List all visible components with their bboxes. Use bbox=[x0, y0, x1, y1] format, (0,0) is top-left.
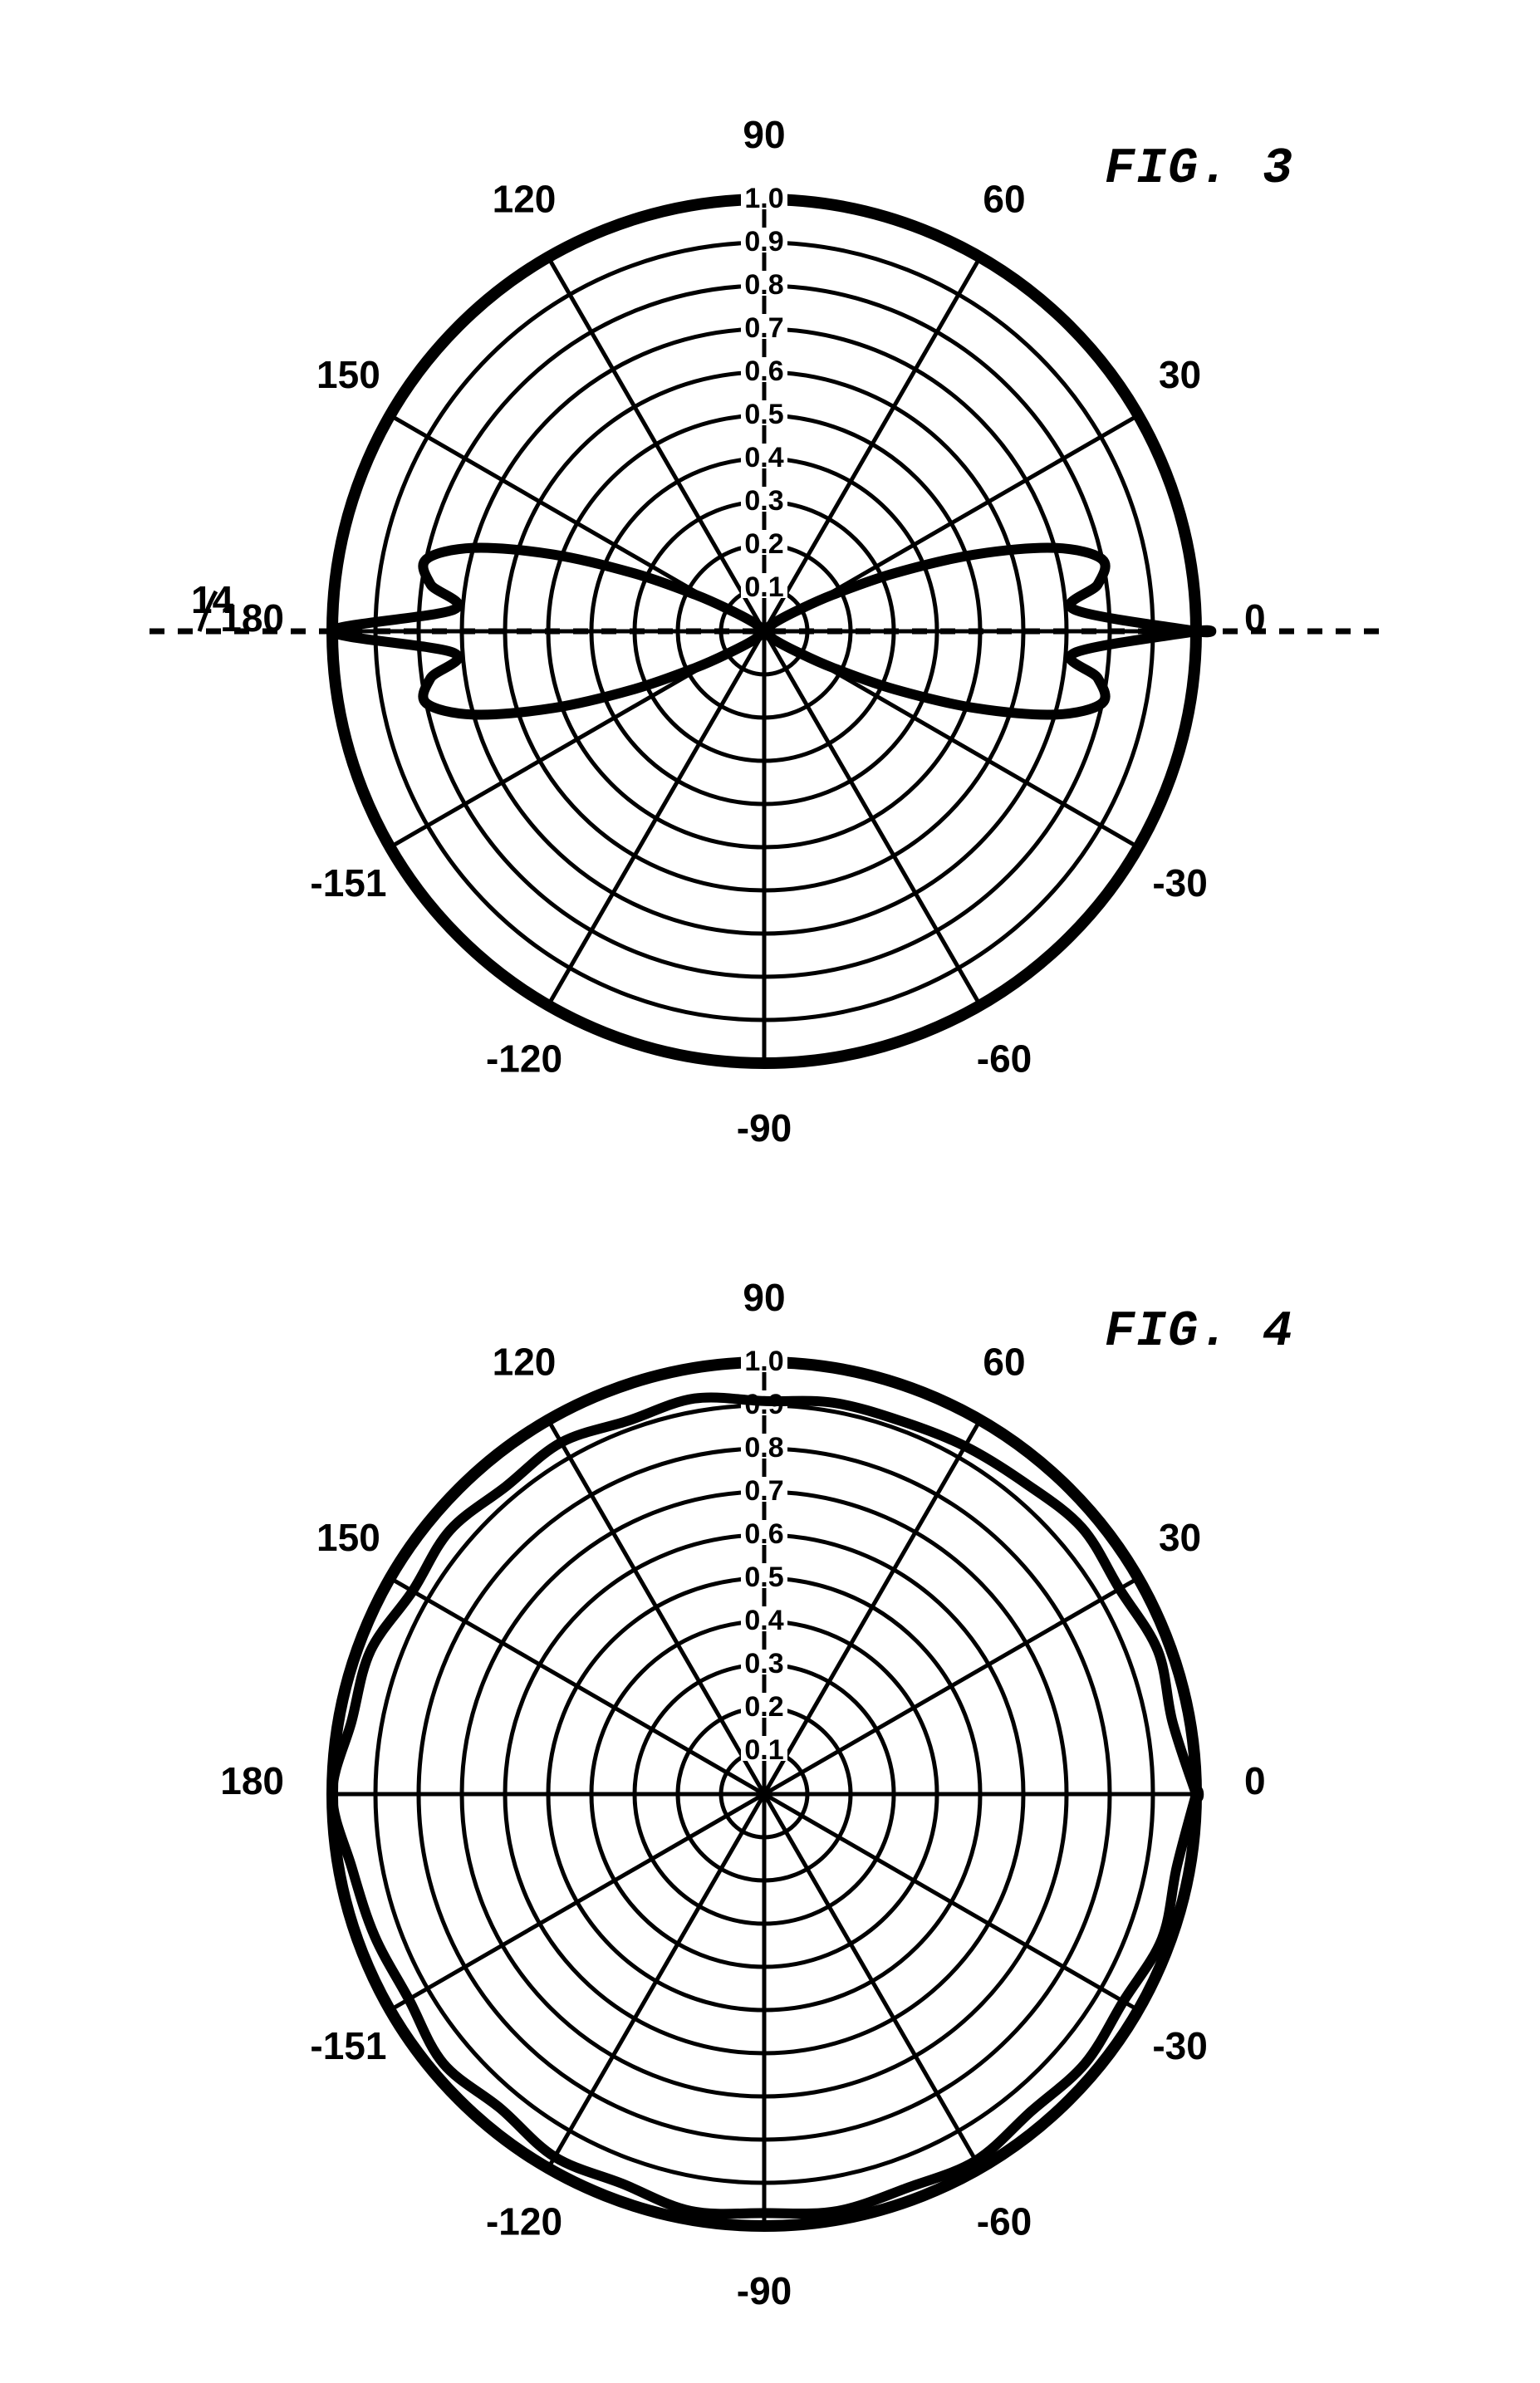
angle-label: -90 bbox=[737, 1106, 792, 1150]
page: 0.1 0.2 0.3 0.4 0.5 0.6 0.7 0.8 0.9 1.0 90 120 60 150… bbox=[0, 0, 1540, 2383]
figure-4: 0.10.20.30.40.50.60.70.80.91.09012060150… bbox=[249, 1279, 1279, 2309]
angle-label: -30 bbox=[1152, 2024, 1207, 2067]
polar-plot-fig4: 0.10.20.30.40.50.60.70.80.91.09012060150… bbox=[249, 1279, 1279, 2309]
angle-label: -151 bbox=[310, 2024, 386, 2067]
angle-label: 150 bbox=[316, 353, 380, 396]
angle-label: -90 bbox=[737, 2269, 792, 2312]
angle-label: 150 bbox=[316, 1516, 380, 1559]
ring-label: 0.5 bbox=[744, 1562, 783, 1593]
angle-label: 120 bbox=[493, 177, 557, 220]
angle-label: 90 bbox=[743, 1276, 785, 1319]
angle-label: 180 bbox=[220, 1759, 284, 1802]
ring-label: 0.8 bbox=[744, 269, 783, 301]
polar-spoke bbox=[390, 1578, 764, 1794]
ring-label: 0.1 bbox=[744, 571, 783, 603]
angle-label: -60 bbox=[977, 1037, 1032, 1081]
angle-label: 0 bbox=[1244, 1759, 1266, 1802]
reference-numeral-14: 14 bbox=[191, 577, 233, 622]
angle-label: 30 bbox=[1159, 353, 1201, 396]
polar-spoke bbox=[390, 1794, 764, 2010]
ring-label: 0.3 bbox=[744, 1648, 783, 1679]
ring-label: 0.7 bbox=[744, 1475, 783, 1507]
angle-label: -120 bbox=[486, 1037, 562, 1081]
ring-label: 0.2 bbox=[744, 528, 783, 560]
angle-label: 90 bbox=[743, 113, 785, 156]
angle-label: -151 bbox=[310, 861, 386, 905]
angle-label: 60 bbox=[983, 177, 1025, 220]
ring-label: 0.4 bbox=[744, 1605, 783, 1636]
angle-label: -120 bbox=[486, 2200, 562, 2243]
ring-label: 0.6 bbox=[744, 1518, 783, 1550]
figure-4-label: FIG. 4 bbox=[1105, 1304, 1294, 1361]
ring-label: 1.0 bbox=[744, 1346, 783, 1377]
angle-label: -60 bbox=[977, 2200, 1032, 2243]
angle-label: -30 bbox=[1152, 861, 1207, 905]
angle-label: 60 bbox=[983, 1340, 1025, 1383]
ring-label: 0.5 bbox=[744, 399, 783, 430]
figure-3: 0.1 0.2 0.3 0.4 0.5 0.6 0.7 0.8 0.9 1.0 90 120 60 150… bbox=[249, 116, 1279, 1146]
angle-label: 0 bbox=[1244, 596, 1266, 640]
ring-label: 0.6 bbox=[744, 355, 783, 387]
polar-spoke bbox=[764, 1420, 980, 1794]
angle-label: 120 bbox=[493, 1340, 557, 1383]
polar-spoke bbox=[548, 1794, 764, 2168]
angle-label: 30 bbox=[1159, 1516, 1201, 1559]
polar-spoke bbox=[764, 1794, 1138, 2010]
ring-label: 0.2 bbox=[744, 1691, 783, 1723]
figure-3-label: FIG. 3 bbox=[1105, 141, 1294, 198]
polar-plot-fig3: 0.1 0.2 0.3 0.4 0.5 0.6 0.7 0.8 0.9 1.0 90 120 60 150… bbox=[249, 116, 1279, 1146]
ring-label: 0.9 bbox=[744, 226, 783, 257]
ring-label: 0.1 bbox=[744, 1734, 783, 1766]
ring-label: 0.8 bbox=[744, 1432, 783, 1464]
polar-spoke bbox=[548, 1420, 764, 1794]
ring-label: 0.3 bbox=[744, 485, 783, 517]
polar-spoke bbox=[764, 1578, 1138, 1794]
ring-label: 1.0 bbox=[744, 183, 783, 214]
ring-label: 0.4 bbox=[744, 442, 783, 473]
polar-spoke bbox=[764, 1794, 980, 2168]
ring-label: 0.7 bbox=[744, 312, 783, 344]
